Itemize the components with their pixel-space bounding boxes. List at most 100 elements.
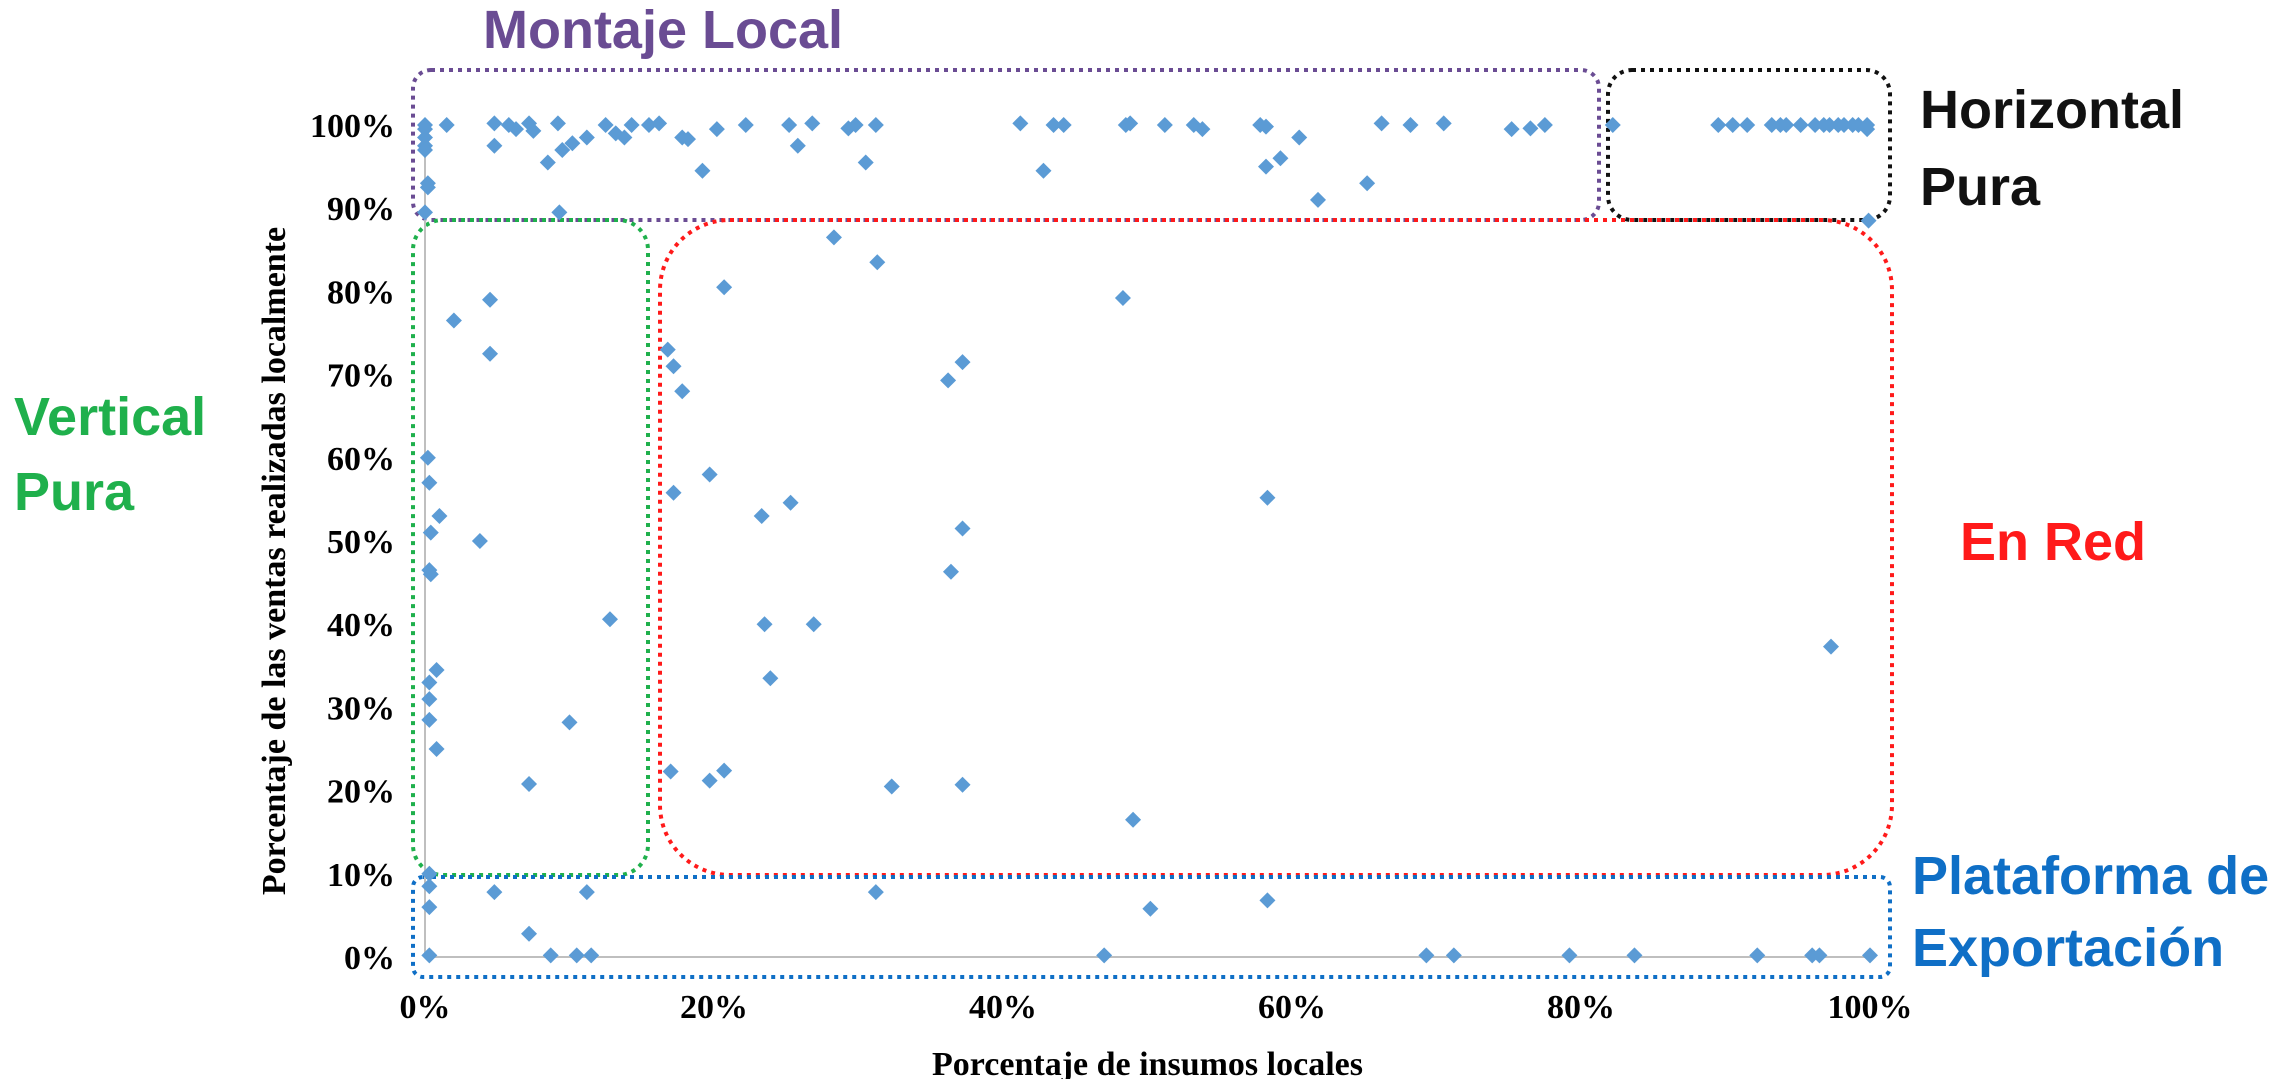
data-point bbox=[847, 117, 864, 133]
data-point bbox=[954, 520, 971, 537]
y-axis-title: Porcentaje de las ventas realizadas loca… bbox=[256, 227, 293, 895]
data-point bbox=[1778, 117, 1795, 133]
y-tick-label: 30% bbox=[327, 690, 395, 727]
y-tick-label: 100% bbox=[310, 108, 395, 145]
data-point bbox=[486, 115, 503, 132]
data-point bbox=[417, 121, 433, 138]
data-point bbox=[1522, 120, 1539, 137]
region-label: Horizontal bbox=[1920, 80, 2184, 140]
data-point bbox=[940, 372, 957, 389]
data-point bbox=[1503, 121, 1520, 138]
data-point bbox=[716, 279, 733, 296]
region-label: Exportación bbox=[1912, 918, 2224, 978]
data-point bbox=[421, 691, 438, 708]
data-point bbox=[954, 354, 971, 371]
data-point bbox=[1859, 121, 1876, 138]
region-label: Plataforma de bbox=[1912, 846, 2269, 906]
region-box bbox=[411, 68, 1601, 222]
data-point bbox=[623, 117, 640, 133]
data-point bbox=[869, 254, 886, 271]
data-point bbox=[417, 129, 433, 146]
data-point bbox=[1096, 947, 1113, 964]
data-point bbox=[1435, 115, 1452, 132]
x-tick-label: 60% bbox=[1258, 989, 1326, 1026]
data-point bbox=[716, 762, 733, 779]
data-point bbox=[651, 115, 668, 132]
region-box bbox=[658, 218, 1894, 877]
data-point bbox=[665, 358, 682, 375]
data-point bbox=[601, 611, 618, 628]
region-label: Vertical bbox=[14, 387, 206, 447]
region-label: Montaje Local bbox=[483, 0, 843, 60]
x-tick-label: 40% bbox=[969, 989, 1037, 1026]
y-tick-label: 0% bbox=[344, 940, 395, 977]
data-point bbox=[421, 474, 438, 491]
data-point bbox=[1807, 117, 1824, 133]
data-point bbox=[486, 884, 503, 901]
data-point bbox=[482, 291, 499, 308]
data-point bbox=[421, 878, 438, 895]
y-tick-label: 10% bbox=[327, 857, 395, 894]
data-point bbox=[1272, 150, 1289, 167]
data-point bbox=[421, 865, 438, 882]
data-point bbox=[521, 775, 538, 792]
data-point bbox=[804, 115, 821, 132]
data-point bbox=[525, 122, 542, 139]
data-point bbox=[542, 947, 559, 964]
data-point bbox=[578, 884, 595, 901]
data-point bbox=[1194, 121, 1211, 138]
data-point bbox=[1561, 947, 1578, 964]
data-point bbox=[1257, 158, 1274, 175]
y-tick-label: 40% bbox=[327, 607, 395, 644]
data-point bbox=[883, 778, 900, 795]
data-point bbox=[954, 776, 971, 793]
data-point bbox=[1125, 811, 1142, 828]
data-points bbox=[417, 115, 1878, 964]
data-point bbox=[1045, 117, 1062, 133]
axes: 0% 10% 20% 30% 40% 50% 60% 70% 80% 90% 100% 0% 20% 40… bbox=[256, 108, 1913, 1083]
data-point bbox=[1259, 892, 1276, 909]
data-point bbox=[482, 345, 499, 362]
data-point bbox=[825, 229, 842, 246]
data-point bbox=[417, 204, 433, 221]
region-box bbox=[1606, 68, 1892, 222]
y-tick-label: 50% bbox=[327, 524, 395, 561]
data-point bbox=[756, 616, 773, 633]
data-point bbox=[942, 563, 959, 580]
data-point bbox=[640, 117, 657, 133]
y-tick-label: 20% bbox=[327, 774, 395, 811]
data-point bbox=[419, 449, 436, 466]
data-point bbox=[616, 129, 633, 146]
data-point bbox=[471, 533, 488, 549]
data-point bbox=[422, 524, 439, 541]
data-point bbox=[508, 121, 525, 138]
data-point bbox=[597, 117, 614, 133]
data-point bbox=[1359, 175, 1376, 192]
data-point bbox=[422, 566, 439, 583]
data-point bbox=[1156, 117, 1173, 133]
data-point bbox=[1822, 638, 1839, 655]
region-labels: Montaje Local Horizontal Pura Vertical Pura E… bbox=[14, 0, 2269, 978]
data-point bbox=[421, 711, 438, 728]
data-point bbox=[583, 947, 600, 964]
x-tick-label: 80% bbox=[1547, 989, 1615, 1026]
data-point bbox=[1035, 162, 1052, 179]
data-point bbox=[428, 741, 445, 757]
data-point bbox=[867, 884, 884, 901]
data-point bbox=[1724, 117, 1741, 133]
data-point bbox=[1291, 129, 1308, 146]
data-point bbox=[701, 466, 718, 483]
data-point bbox=[438, 117, 455, 133]
data-point bbox=[1142, 900, 1159, 917]
region-label: Pura bbox=[1920, 157, 2041, 217]
y-tick-label: 60% bbox=[327, 441, 395, 478]
data-point bbox=[762, 670, 779, 687]
data-point bbox=[568, 947, 585, 964]
data-point bbox=[867, 117, 884, 133]
data-point bbox=[1860, 212, 1877, 229]
data-point bbox=[551, 204, 568, 221]
data-point bbox=[1604, 117, 1621, 133]
data-point bbox=[561, 714, 578, 731]
data-point bbox=[679, 131, 696, 148]
